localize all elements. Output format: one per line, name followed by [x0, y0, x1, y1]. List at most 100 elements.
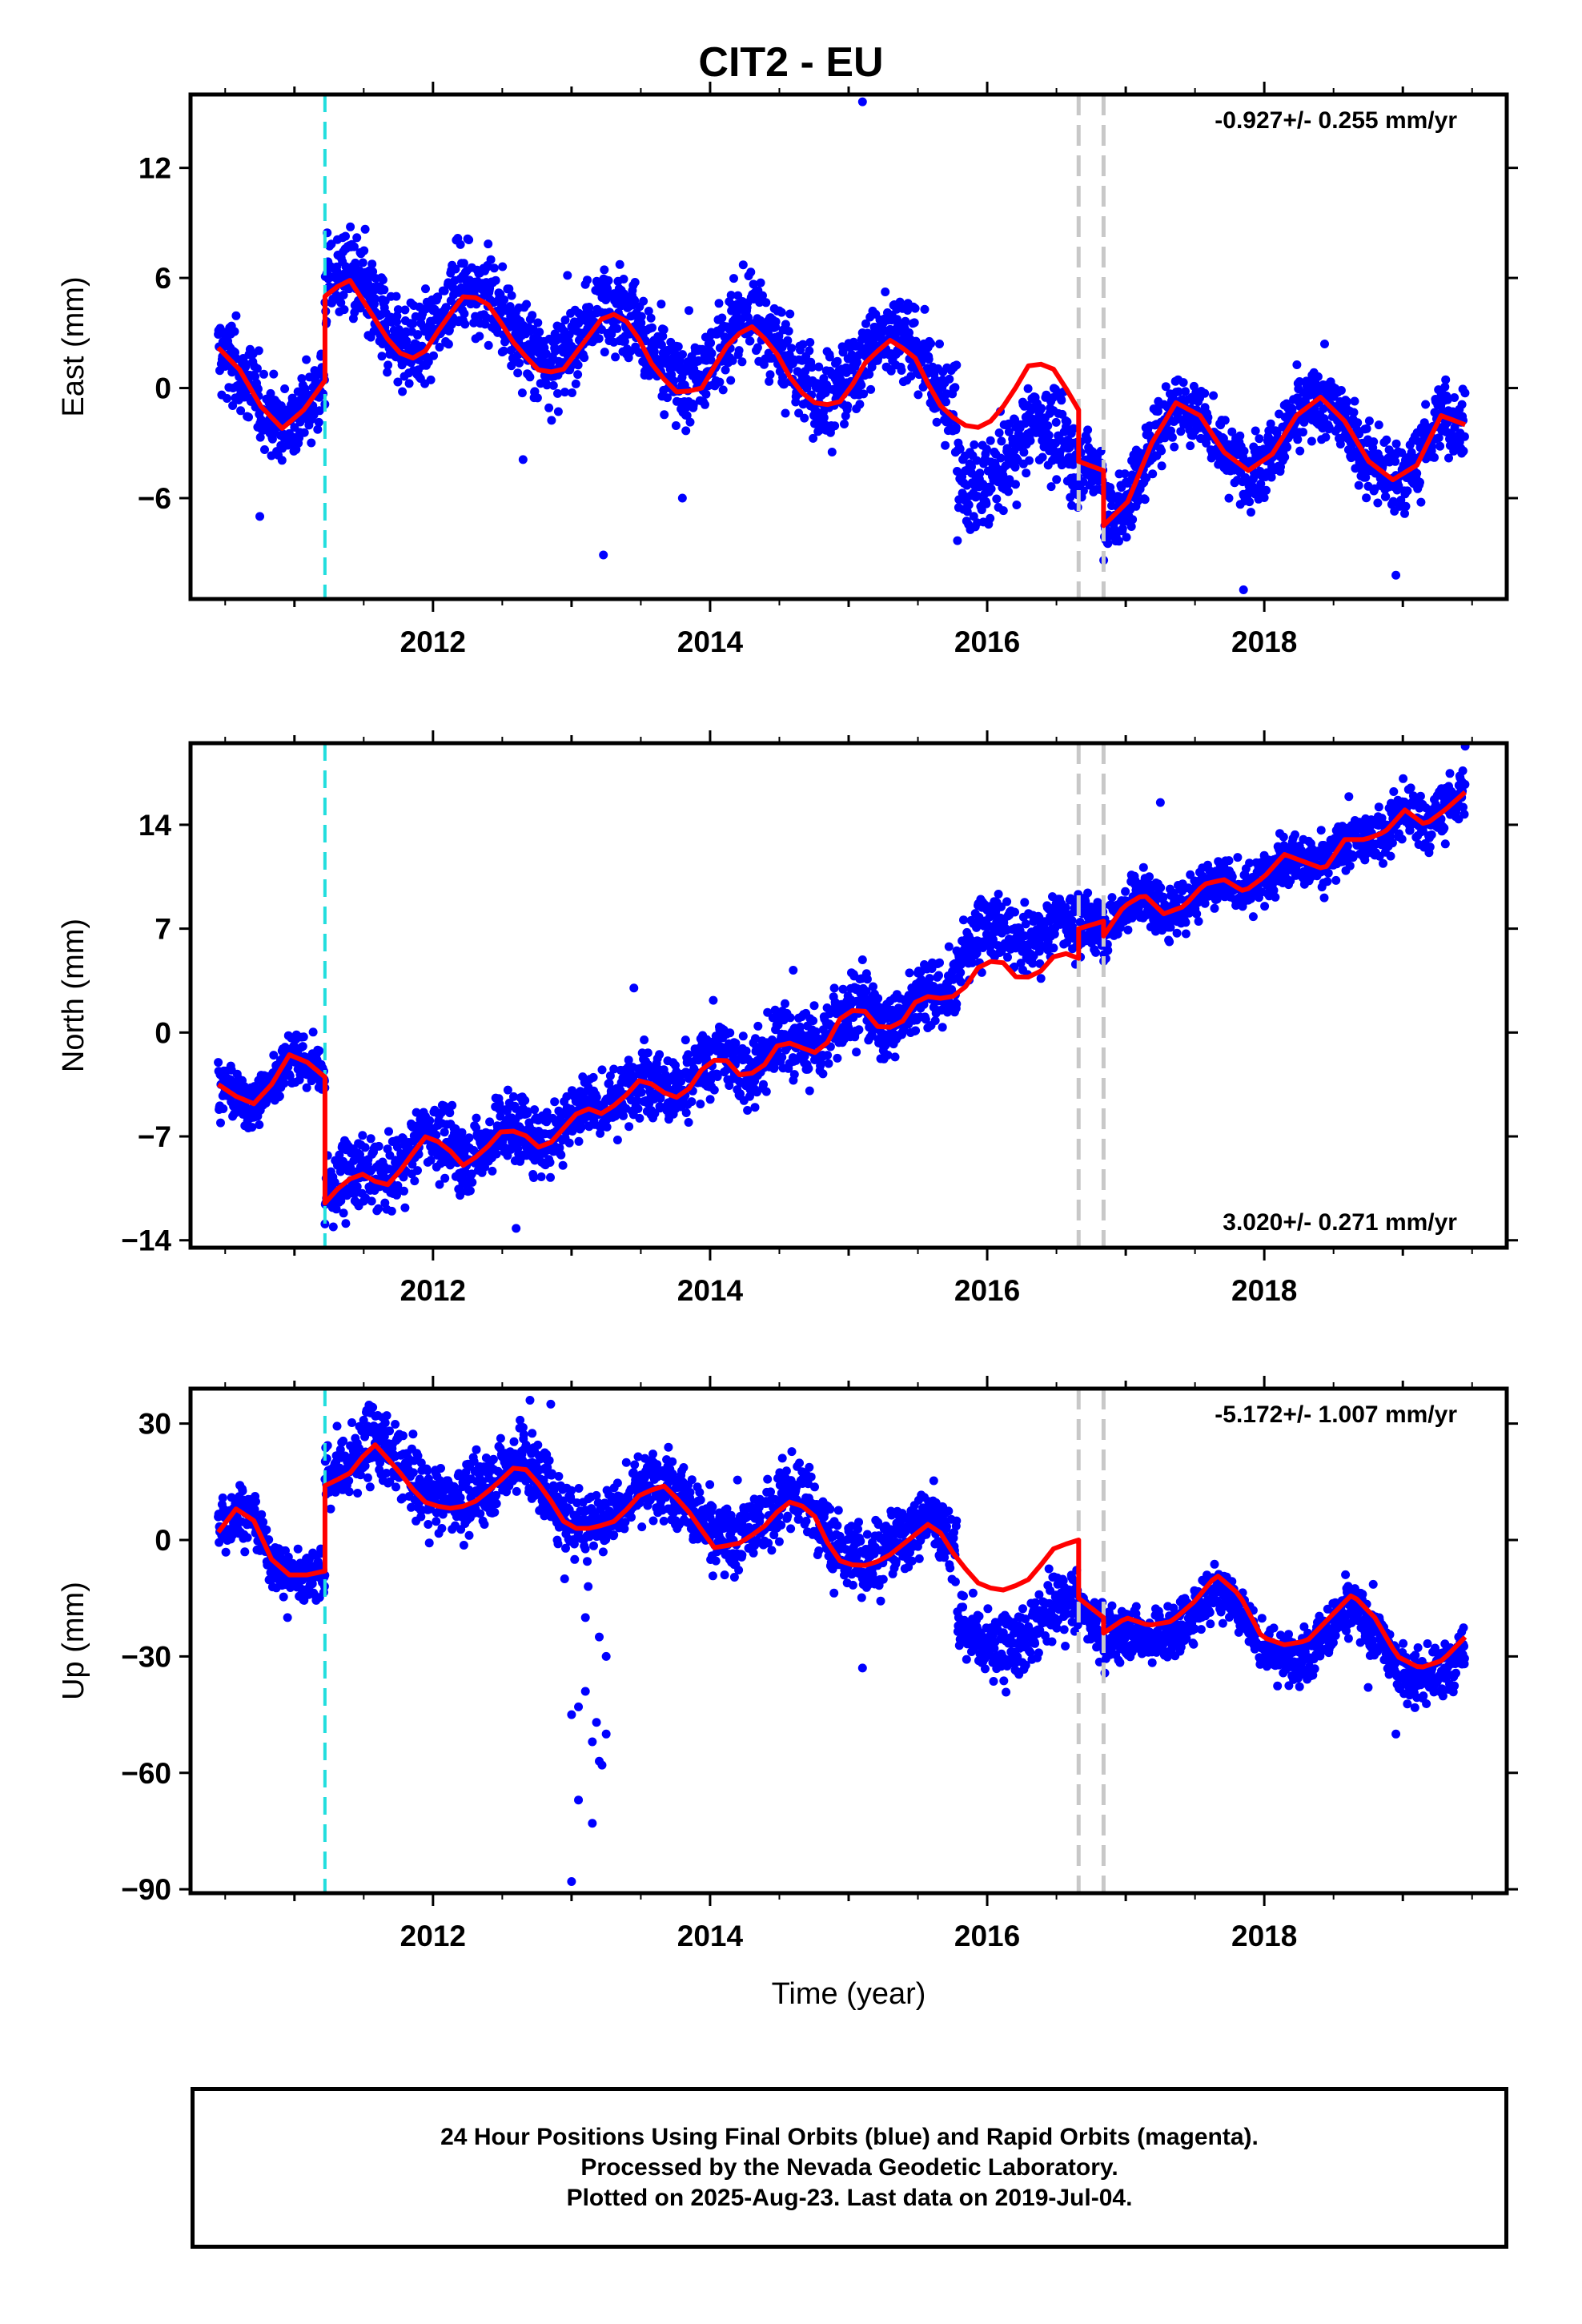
data-point — [859, 389, 869, 399]
data-point — [1460, 432, 1469, 441]
data-point — [1353, 418, 1363, 428]
data-point — [1362, 424, 1371, 433]
data-point — [942, 397, 950, 407]
data-point — [673, 342, 683, 352]
data-point — [255, 432, 265, 442]
data-point — [906, 372, 916, 381]
data-point — [630, 296, 640, 305]
data-point — [827, 448, 837, 456]
data-point — [1167, 432, 1177, 442]
data-point — [515, 358, 524, 368]
data-point — [299, 1032, 308, 1042]
data-point — [267, 434, 277, 444]
data-point — [1287, 404, 1297, 413]
data-point — [302, 1083, 311, 1092]
data-point — [967, 462, 976, 472]
data-point — [823, 1051, 833, 1060]
data-point — [659, 325, 669, 335]
data-point — [600, 348, 609, 357]
data-point — [905, 968, 914, 978]
data-point — [1427, 442, 1437, 452]
data-point — [809, 433, 818, 443]
data-point — [1443, 395, 1452, 404]
data-point — [247, 1123, 257, 1132]
data-point — [733, 291, 743, 300]
data-point — [759, 1080, 768, 1089]
data-point — [1374, 420, 1383, 430]
data-point — [358, 1131, 367, 1140]
data-point — [805, 346, 814, 356]
data-point — [1239, 446, 1249, 456]
data-point — [1343, 397, 1351, 407]
data-point — [1349, 408, 1359, 417]
data-point — [843, 401, 853, 411]
data-point — [932, 417, 942, 427]
data-point — [881, 287, 890, 296]
data-point — [701, 400, 709, 409]
data-point — [758, 291, 767, 300]
data-point — [930, 1016, 940, 1025]
data-point — [592, 1092, 601, 1102]
data-point — [1200, 388, 1210, 398]
data-point — [886, 366, 896, 376]
data-point — [838, 984, 848, 994]
data-point — [597, 1065, 607, 1075]
data-point — [819, 413, 829, 422]
data-point — [1394, 481, 1403, 491]
data-point — [925, 974, 934, 983]
data-point — [604, 275, 613, 285]
data-point — [1103, 539, 1113, 549]
data-point — [1444, 453, 1453, 463]
data-point — [781, 999, 789, 1008]
data-point — [1247, 508, 1255, 517]
data-point — [542, 1108, 552, 1117]
data-point — [507, 291, 516, 300]
data-point — [833, 1053, 842, 1063]
data-point — [1083, 425, 1093, 435]
data-point — [781, 408, 790, 418]
data-point — [1128, 515, 1138, 525]
data-point — [945, 374, 954, 384]
data-point — [275, 1092, 284, 1101]
data-point-outlier — [857, 97, 867, 107]
data-point — [1361, 472, 1371, 482]
data-point — [1010, 907, 1019, 917]
data-point — [671, 421, 681, 430]
data-point — [736, 1089, 745, 1099]
data-point — [468, 1177, 477, 1187]
data-point — [398, 387, 408, 396]
data-point — [678, 350, 687, 360]
data-point — [814, 362, 824, 372]
data-point — [320, 1219, 330, 1228]
data-point — [1262, 485, 1271, 495]
data-point — [573, 370, 583, 380]
data-point — [400, 1203, 410, 1212]
data-point — [636, 1088, 646, 1097]
data-point — [451, 264, 460, 274]
data-point — [491, 275, 500, 285]
data-point — [583, 275, 592, 285]
data-point — [1021, 919, 1030, 929]
x-tick-label: 2018 — [1231, 625, 1297, 658]
data-point — [464, 1133, 474, 1143]
data-point — [341, 1219, 351, 1228]
data-point — [445, 1108, 455, 1118]
data-point — [1354, 480, 1363, 490]
data-point — [1320, 340, 1329, 348]
data-point — [421, 284, 430, 294]
data-point — [285, 1072, 295, 1081]
data-point — [809, 1001, 819, 1011]
data-point — [684, 1050, 693, 1059]
data-point — [1321, 432, 1331, 442]
data-point — [1362, 493, 1371, 503]
data-point — [1004, 487, 1013, 497]
data-point — [751, 1034, 760, 1043]
data-point — [1266, 419, 1275, 428]
data-point — [377, 352, 387, 361]
east-data-points — [214, 97, 1470, 595]
data-point — [865, 369, 874, 379]
data-point — [440, 1128, 449, 1137]
data-point — [475, 332, 484, 341]
data-point — [1157, 446, 1166, 456]
data-point — [448, 1100, 457, 1110]
